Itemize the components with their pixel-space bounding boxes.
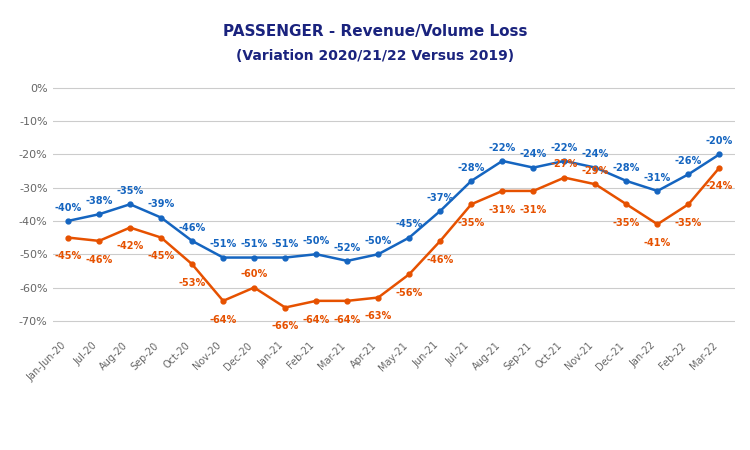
Volume loss (p.km) (466, 202, 476, 207)
Text: -35%: -35% (613, 218, 640, 228)
Text: -22%: -22% (550, 143, 578, 153)
Revenue loss (€) (653, 188, 662, 194)
Text: -51%: -51% (241, 239, 268, 249)
Text: -42%: -42% (116, 242, 144, 252)
Volume loss (p.km) (343, 298, 352, 304)
Volume loss (p.km) (219, 298, 228, 304)
Volume loss (p.km) (622, 202, 631, 207)
Revenue loss (€) (405, 235, 414, 240)
Volume loss (p.km) (157, 235, 166, 240)
Revenue loss (€) (250, 255, 259, 260)
Volume loss (p.km) (436, 238, 445, 243)
Text: -64%: -64% (334, 315, 361, 325)
Volume loss (p.km) (591, 181, 600, 187)
Revenue loss (€) (622, 178, 631, 184)
Text: -20%: -20% (706, 136, 733, 146)
Text: -53%: -53% (178, 278, 206, 288)
Volume loss (p.km) (715, 165, 724, 170)
Revenue loss (€) (125, 202, 134, 207)
Text: -64%: -64% (209, 315, 237, 325)
Text: -46%: -46% (86, 255, 112, 265)
Volume loss (p.km) (529, 188, 538, 194)
Text: -40%: -40% (55, 202, 82, 212)
Text: -45%: -45% (55, 252, 82, 261)
Revenue loss (€) (466, 178, 476, 184)
Revenue loss (€) (94, 212, 104, 217)
Text: -50%: -50% (364, 236, 392, 246)
Text: -31%: -31% (520, 205, 547, 215)
Volume loss (p.km) (498, 188, 507, 194)
Text: -24%: -24% (582, 149, 609, 159)
Text: -35%: -35% (458, 218, 485, 228)
Text: -28%: -28% (613, 162, 640, 173)
Volume loss (p.km) (653, 221, 662, 227)
Text: -46%: -46% (178, 223, 206, 233)
Text: -51%: -51% (209, 239, 237, 249)
Revenue loss (€) (591, 165, 600, 170)
Revenue loss (€) (436, 208, 445, 214)
Text: -66%: -66% (272, 321, 298, 331)
Volume loss (p.km) (64, 235, 73, 240)
Revenue loss (€) (529, 165, 538, 170)
Text: -38%: -38% (86, 196, 112, 206)
Revenue loss (€) (684, 171, 693, 177)
Revenue loss (€) (188, 238, 196, 243)
Text: -52%: -52% (334, 243, 361, 252)
Text: -35%: -35% (116, 186, 144, 196)
Line: Volume loss (p.km): Volume loss (p.km) (65, 165, 722, 310)
Text: -37%: -37% (427, 193, 454, 202)
Text: -64%: -64% (302, 315, 330, 325)
Revenue loss (€) (280, 255, 290, 260)
Text: -24%: -24% (520, 149, 547, 159)
Volume loss (p.km) (94, 238, 104, 243)
Text: -26%: -26% (675, 156, 702, 166)
Volume loss (p.km) (405, 271, 414, 277)
Volume loss (p.km) (374, 295, 382, 300)
Revenue loss (€) (560, 158, 568, 164)
Revenue loss (€) (64, 218, 73, 224)
Revenue loss (€) (343, 258, 352, 264)
Revenue loss (€) (498, 158, 507, 164)
Text: -46%: -46% (427, 255, 454, 265)
Volume loss (p.km) (312, 298, 321, 304)
Text: -29%: -29% (582, 166, 609, 176)
Text: -41%: -41% (644, 238, 671, 248)
Volume loss (p.km) (125, 225, 134, 230)
Text: -60%: -60% (241, 269, 268, 279)
Text: -27%: -27% (550, 159, 578, 169)
Text: PASSENGER - Revenue/Volume Loss: PASSENGER - Revenue/Volume Loss (223, 24, 527, 39)
Text: -24%: -24% (706, 181, 733, 192)
Volume loss (p.km) (188, 261, 196, 267)
Text: -45%: -45% (148, 252, 175, 261)
Text: -50%: -50% (302, 236, 330, 246)
Revenue loss (€) (374, 252, 382, 257)
Text: -28%: -28% (458, 162, 485, 173)
Volume loss (p.km) (560, 175, 568, 180)
Revenue loss (€) (715, 152, 724, 157)
Volume loss (p.km) (250, 285, 259, 290)
Text: -63%: -63% (364, 311, 392, 321)
Volume loss (p.km) (280, 305, 290, 310)
Line: Revenue loss (€): Revenue loss (€) (65, 152, 722, 263)
Text: -31%: -31% (644, 173, 671, 183)
Revenue loss (€) (157, 215, 166, 220)
Text: -35%: -35% (675, 218, 702, 228)
Text: -31%: -31% (489, 205, 516, 215)
Text: -45%: -45% (396, 219, 423, 229)
Text: -22%: -22% (489, 143, 516, 153)
Text: -51%: -51% (272, 239, 298, 249)
Volume loss (p.km) (684, 202, 693, 207)
Revenue loss (€) (312, 252, 321, 257)
Text: -39%: -39% (148, 199, 175, 209)
Text: (Variation 2020/21/22 Versus 2019): (Variation 2020/21/22 Versus 2019) (236, 49, 514, 63)
Text: -56%: -56% (396, 288, 423, 298)
Revenue loss (€) (219, 255, 228, 260)
